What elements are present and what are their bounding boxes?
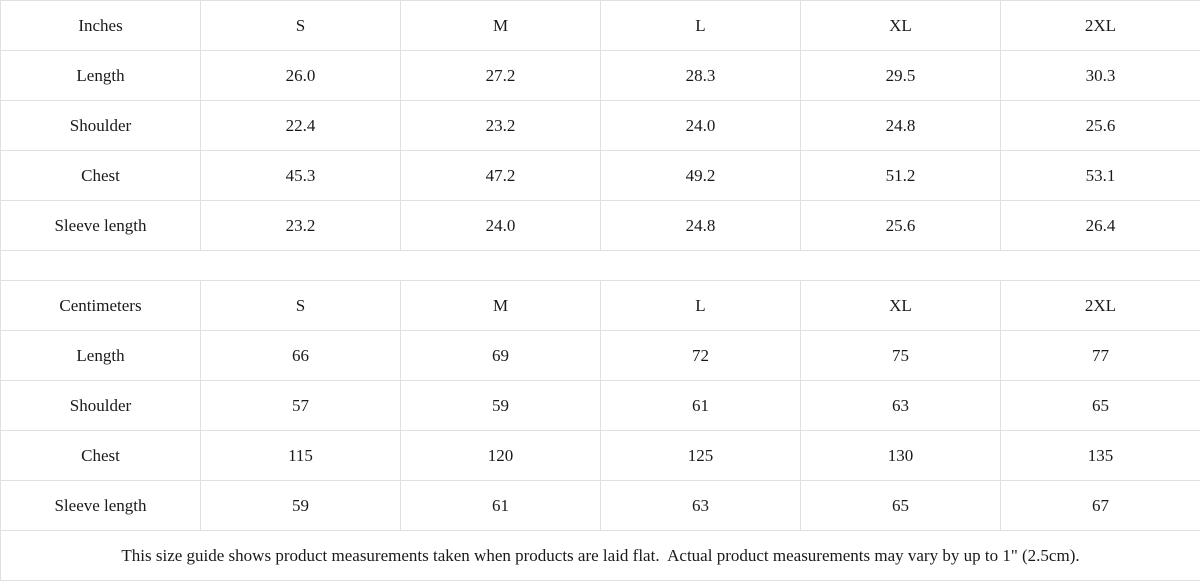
table-cell: 67	[1001, 481, 1200, 531]
size-col-header-xl: XL	[801, 1, 1001, 51]
centimeters-header-row: Centimeters S M L XL 2XL	[1, 281, 1200, 331]
table-cell: 26.4	[1001, 201, 1200, 251]
table-cell: 49.2	[601, 151, 801, 201]
table-cell: 120	[401, 431, 601, 481]
row-label: Chest	[1, 431, 201, 481]
inches-header-row: Inches S M L XL 2XL	[1, 1, 1200, 51]
table-cell: 47.2	[401, 151, 601, 201]
row-label: Shoulder	[1, 381, 201, 431]
table-cell: 59	[201, 481, 401, 531]
table-cell: 72	[601, 331, 801, 381]
size-col-header-s: S	[201, 281, 401, 331]
table-cell: 23.2	[201, 201, 401, 251]
table-cell: 27.2	[401, 51, 601, 101]
table-cell: 115	[201, 431, 401, 481]
table-row-chest-cm: Chest 115 120 125 130 135	[1, 431, 1200, 481]
table-cell: 23.2	[401, 101, 601, 151]
row-label: Sleeve length	[1, 481, 201, 531]
centimeters-section: Centimeters S M L XL 2XL Length 66 69 72…	[1, 281, 1200, 581]
spacer-cell	[1, 251, 1200, 281]
row-label: Sleeve length	[1, 201, 201, 251]
spacer-row	[1, 251, 1200, 281]
unit-header-centimeters: Centimeters	[1, 281, 201, 331]
size-col-header-xl: XL	[801, 281, 1001, 331]
size-guide-note: This size guide shows product measuremen…	[1, 531, 1200, 581]
size-col-header-2xl: 2XL	[1001, 281, 1200, 331]
table-cell: 61	[601, 381, 801, 431]
table-cell: 66	[201, 331, 401, 381]
table-cell: 61	[401, 481, 601, 531]
table-cell: 24.8	[601, 201, 801, 251]
row-label: Shoulder	[1, 101, 201, 151]
row-label: Length	[1, 331, 201, 381]
table-row-sleeve-cm: Sleeve length 59 61 63 65 67	[1, 481, 1200, 531]
table-row-chest-inches: Chest 45.3 47.2 49.2 51.2 53.1	[1, 151, 1200, 201]
row-label: Length	[1, 51, 201, 101]
size-col-header-m: M	[401, 281, 601, 331]
table-cell: 59	[401, 381, 601, 431]
table-cell: 25.6	[1001, 101, 1200, 151]
size-col-header-s: S	[201, 1, 401, 51]
table-cell: 26.0	[201, 51, 401, 101]
table-row-length-inches: Length 26.0 27.2 28.3 29.5 30.3	[1, 51, 1200, 101]
table-cell: 24.0	[601, 101, 801, 151]
table-cell: 22.4	[201, 101, 401, 151]
table-cell: 24.8	[801, 101, 1001, 151]
size-col-header-l: L	[601, 281, 801, 331]
size-col-header-2xl: 2XL	[1001, 1, 1200, 51]
table-row-length-cm: Length 66 69 72 75 77	[1, 331, 1200, 381]
table-row-shoulder-inches: Shoulder 22.4 23.2 24.0 24.8 25.6	[1, 101, 1200, 151]
table-cell: 45.3	[201, 151, 401, 201]
size-col-header-l: L	[601, 1, 801, 51]
table-cell: 51.2	[801, 151, 1001, 201]
table-row-shoulder-cm: Shoulder 57 59 61 63 65	[1, 381, 1200, 431]
size-col-header-m: M	[401, 1, 601, 51]
inches-section: Inches S M L XL 2XL Length 26.0 27.2 28.…	[1, 1, 1200, 281]
table-cell: 28.3	[601, 51, 801, 101]
table-cell: 29.5	[801, 51, 1001, 101]
table-cell: 130	[801, 431, 1001, 481]
table-cell: 77	[1001, 331, 1200, 381]
table-row-sleeve-inches: Sleeve length 23.2 24.0 24.8 25.6 26.4	[1, 201, 1200, 251]
table-cell: 125	[601, 431, 801, 481]
footer-row: This size guide shows product measuremen…	[1, 531, 1200, 581]
table-cell: 53.1	[1001, 151, 1200, 201]
table-cell: 65	[801, 481, 1001, 531]
table-cell: 75	[801, 331, 1001, 381]
unit-header-inches: Inches	[1, 1, 201, 51]
table-cell: 63	[601, 481, 801, 531]
table-cell: 57	[201, 381, 401, 431]
table-cell: 30.3	[1001, 51, 1200, 101]
table-cell: 135	[1001, 431, 1200, 481]
row-label: Chest	[1, 151, 201, 201]
table-cell: 25.6	[801, 201, 1001, 251]
table-cell: 63	[801, 381, 1001, 431]
table-cell: 24.0	[401, 201, 601, 251]
table-cell: 69	[401, 331, 601, 381]
table-cell: 65	[1001, 381, 1200, 431]
